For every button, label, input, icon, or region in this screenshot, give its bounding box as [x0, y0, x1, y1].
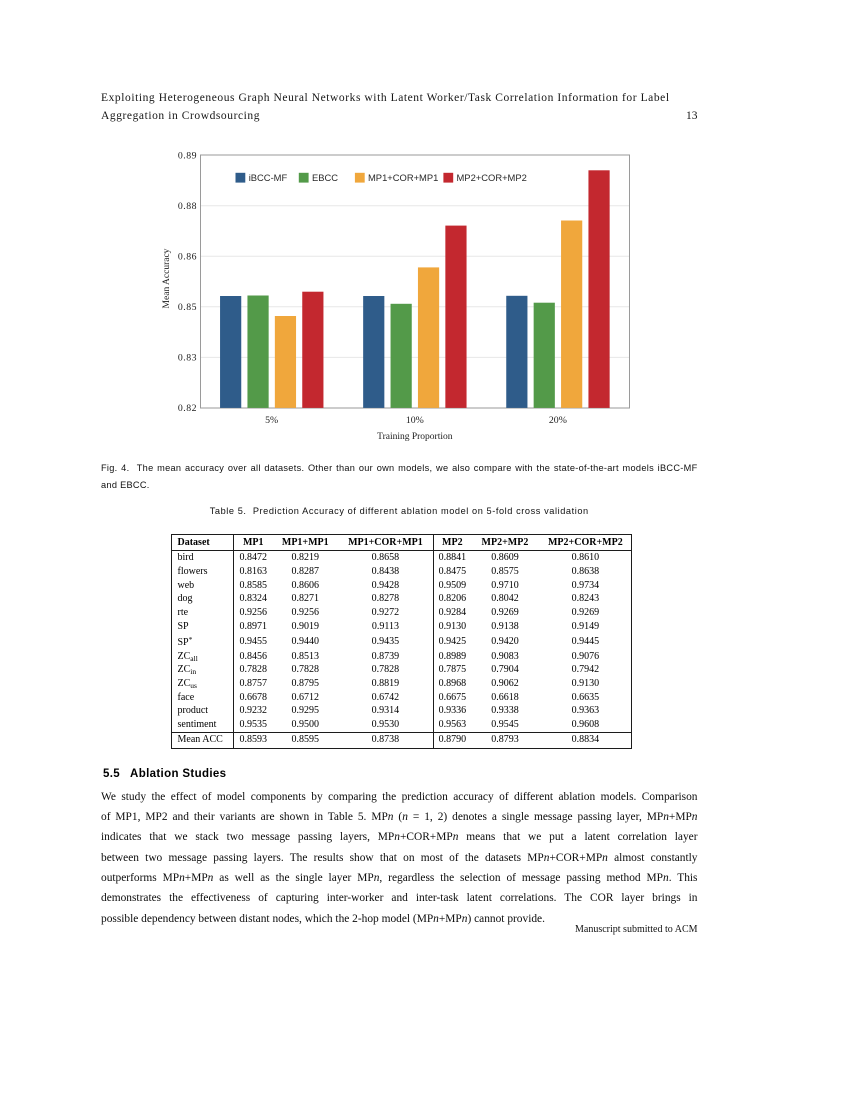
svg-text:0.83: 0.83: [178, 353, 197, 364]
svg-text:0.88: 0.88: [178, 201, 197, 212]
svg-text:EBCC: EBCC: [312, 172, 338, 183]
svg-text:Training Proportion: Training Proportion: [377, 432, 453, 442]
svg-text:0.82: 0.82: [178, 403, 197, 414]
svg-text:MP1+COR+MP1: MP1+COR+MP1: [368, 172, 438, 183]
svg-text:20%: 20%: [549, 415, 567, 426]
svg-text:0.89: 0.89: [178, 150, 197, 161]
svg-text:5%: 5%: [265, 415, 278, 426]
svg-text:iBCC-MF: iBCC-MF: [249, 172, 288, 183]
svg-text:MP2+COR+MP2: MP2+COR+MP2: [457, 172, 527, 183]
svg-text:0.85: 0.85: [178, 302, 197, 313]
svg-text:Mean Accuracy: Mean Accuracy: [162, 248, 172, 308]
svg-text:0.86: 0.86: [178, 251, 197, 262]
svg-text:10%: 10%: [406, 415, 424, 426]
